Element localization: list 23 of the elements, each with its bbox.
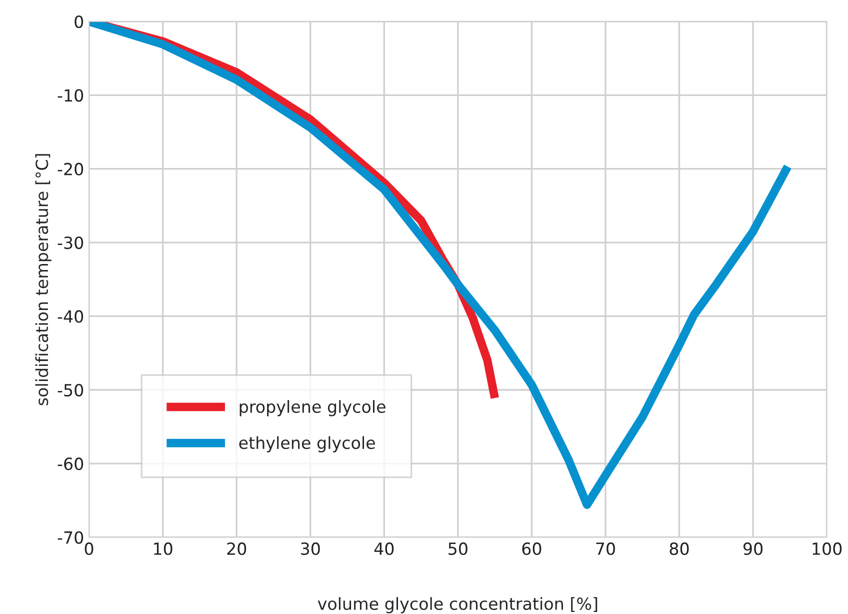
x-tick-label: 20 bbox=[227, 542, 246, 556]
x-tick-label: 10 bbox=[154, 542, 172, 556]
x-tick-label: 70 bbox=[596, 542, 615, 556]
y-tick-label: -40 bbox=[58, 310, 84, 323]
y-tick-label: -10 bbox=[58, 89, 84, 102]
x-axis-title: volume glycole concentration [%] bbox=[318, 597, 598, 614]
y-tick-label: -60 bbox=[58, 458, 84, 470]
x-tick-label: 0 bbox=[84, 542, 94, 556]
x-tick-label: 30 bbox=[301, 542, 320, 556]
y-tick-label: -50 bbox=[58, 384, 84, 396]
y-axis-title: solidification temperature [°C] bbox=[35, 154, 52, 406]
y-tick-label: -20 bbox=[58, 162, 84, 176]
x-tick-label: 100 bbox=[812, 542, 842, 556]
x-tick-label: 40 bbox=[374, 542, 394, 556]
y-tick-label: -30 bbox=[58, 236, 84, 250]
x-tick-label: 60 bbox=[522, 542, 542, 556]
y-tick-label: -70 bbox=[58, 531, 84, 544]
x-tick-label: 90 bbox=[743, 542, 763, 556]
y-tick-label: 0 bbox=[74, 15, 84, 28]
x-tick-label: 80 bbox=[670, 542, 689, 556]
legend-label: ethylene glycole bbox=[239, 436, 375, 452]
x-tick-label: 50 bbox=[448, 542, 468, 556]
legend-label: propylene glycole bbox=[240, 400, 386, 416]
